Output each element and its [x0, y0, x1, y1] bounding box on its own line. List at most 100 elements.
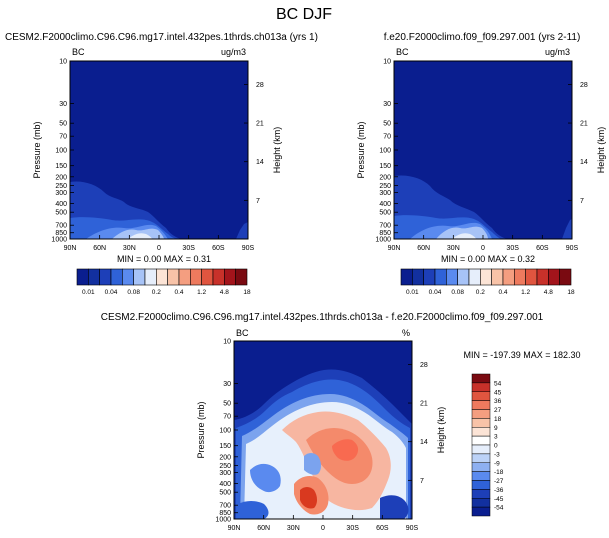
latitude-tick-label: 90S	[406, 525, 419, 532]
variable-label: BC	[396, 47, 409, 57]
colorbar-tick-label: 27	[494, 407, 502, 414]
colorbar-swatch	[480, 268, 492, 286]
pressure-tick-label: 400	[55, 201, 67, 208]
latitude-tick-label: 30N	[287, 525, 300, 532]
colorbar-swatch	[471, 506, 491, 517]
pressure-tick-label: 200	[379, 174, 391, 181]
colorbar-swatch	[471, 418, 491, 428]
colorbar-swatch	[471, 427, 491, 437]
colorbar-swatch	[471, 400, 491, 410]
colorbar-tick-label: -36	[494, 487, 504, 494]
colorbar-swatch	[471, 409, 491, 419]
latitude-tick-label: 90S	[242, 245, 255, 252]
latitude-tick-label: 60S	[376, 525, 389, 532]
colorbar-swatch	[471, 453, 491, 463]
latitude-tick-label: 90S	[566, 245, 579, 252]
pressure-tick-label: 150	[219, 443, 231, 450]
panel-diff: CESM2.F2000climo.C96.C96.mg17.intel.432p…	[101, 312, 581, 520]
pressure-tick-label: 250	[219, 463, 231, 470]
panel-axes: 1030507010015020025030040050070085010002…	[196, 339, 446, 533]
pressure-tick-label: 50	[223, 401, 231, 408]
pressure-tick-label: 150	[55, 163, 67, 170]
colorbar-tick-label: -18	[494, 469, 504, 476]
colorbar-swatch	[471, 498, 491, 508]
pressure-tick-label: 1000	[375, 237, 391, 244]
colorbar-swatch	[471, 480, 491, 490]
pressure-tick-label: 300	[379, 190, 391, 197]
colorbar-swatch	[88, 268, 100, 286]
figure-title: BC DJF	[276, 6, 332, 23]
pressure-tick-label: 10	[383, 59, 391, 66]
colorbar-swatch	[156, 268, 168, 286]
colorbar-vertical: 54 45 36 27 18 9 3 0-3 -9 -18 -27 -36 -45 -54	[471, 373, 504, 517]
colorbar-swatch	[491, 268, 504, 286]
colorbar-swatch	[536, 268, 549, 286]
axes-layer: 1030507010015020025030040050070085010002…	[32, 59, 606, 533]
pressure-tick-label: 30	[59, 101, 67, 108]
contour-level-0.01-south	[562, 219, 572, 239]
colorbar-tick-label: 36	[494, 398, 502, 405]
colorbar-swatch	[412, 268, 424, 286]
colorbar-swatch	[144, 268, 157, 286]
height-tick-label: 7	[580, 198, 584, 205]
height-tick-label: 21	[420, 401, 428, 408]
pressure-tick-label: 700	[219, 503, 231, 510]
colorbar-swatch	[190, 268, 202, 286]
latitude-tick-label: 60S	[212, 245, 225, 252]
pressure-tick-label: 50	[383, 121, 391, 128]
latitude-tick-label: 0	[321, 525, 325, 532]
colorbar-tick-label: -27	[494, 478, 504, 485]
height-tick-label: 7	[420, 478, 424, 485]
height-tick-label: 21	[256, 121, 264, 128]
panel-axes: 1030507010015020025030040050070085010002…	[32, 59, 282, 253]
colorbar-tick-label: 0.4	[498, 289, 507, 296]
colorbar-swatch	[559, 268, 572, 286]
latitude-tick-label: 30N	[447, 245, 460, 252]
pressure-tick-label: 70	[223, 414, 231, 421]
variable-label: BC	[72, 47, 85, 57]
colorbar-swatch	[423, 268, 436, 286]
pressure-tick-label: 30	[383, 101, 391, 108]
colorbar-swatch	[471, 373, 491, 384]
panel-axes: 1030507010015020025030040050070085010002…	[356, 59, 606, 253]
latitude-tick-label: 30S	[506, 245, 519, 252]
colorbar-tick-label: 1.2	[521, 289, 530, 296]
pressure-tick-label: 70	[59, 134, 67, 141]
contour-level-0.2	[436, 226, 488, 239]
colorbar-horizontal: 0.01 0.04 0.08 0.2 0.4 1.2 4.8 18	[400, 268, 575, 296]
height-tick-label: 28	[256, 82, 264, 89]
contour-level--36-surface	[238, 501, 269, 519]
latitude-tick-label: 60S	[536, 245, 549, 252]
latitude-tick-label: 90N	[64, 245, 77, 252]
contour-level-0.01-south	[236, 222, 248, 239]
panel-left: CESM2.F2000climo.C96.C96.mg17.intel.432p…	[5, 32, 318, 240]
colorbar-swatch	[471, 471, 491, 481]
colorbar-tick-label: -9	[494, 460, 500, 467]
pressure-tick-label: 1000	[215, 517, 231, 524]
colorbar-tick-label: -45	[494, 496, 504, 503]
pressure-tick-label: 1000	[51, 237, 67, 244]
colorbar-tick-label: 45	[494, 389, 502, 396]
latitude-tick-label: 60N	[417, 245, 430, 252]
colorbar-tick-label: 4.8	[544, 289, 553, 296]
colorbar-swatch	[468, 268, 481, 286]
pressure-tick-label: 400	[379, 201, 391, 208]
y-axis-label: Pressure (mb)	[356, 121, 366, 178]
colorbar-tick-label: 4.8	[220, 289, 229, 296]
pressure-tick-label: 500	[219, 490, 231, 497]
pressure-tick-label: 700	[55, 223, 67, 230]
latitude-tick-label: 30S	[346, 525, 359, 532]
latitude-tick-label: 30S	[182, 245, 195, 252]
pressure-tick-label: 500	[379, 210, 391, 217]
colorbar-tick-label: 0.08	[127, 289, 140, 296]
panel-right: f.e20.F2000climo.f09_f09.297.001 (yrs 2-…	[384, 32, 580, 240]
units-label: ug/m3	[545, 47, 570, 57]
y-axis-label: Pressure (mb)	[32, 121, 42, 178]
pressure-tick-label: 100	[219, 428, 231, 435]
contour-level--9-equator	[304, 453, 321, 475]
contour-field	[394, 61, 572, 239]
pressure-tick-label: 850	[55, 230, 67, 237]
pressure-tick-label: 700	[379, 223, 391, 230]
colorbar-horizontal: 0.01 0.04 0.08 0.2 0.4 1.2 4.8 18	[76, 268, 251, 296]
pressure-tick-label: 850	[219, 510, 231, 517]
